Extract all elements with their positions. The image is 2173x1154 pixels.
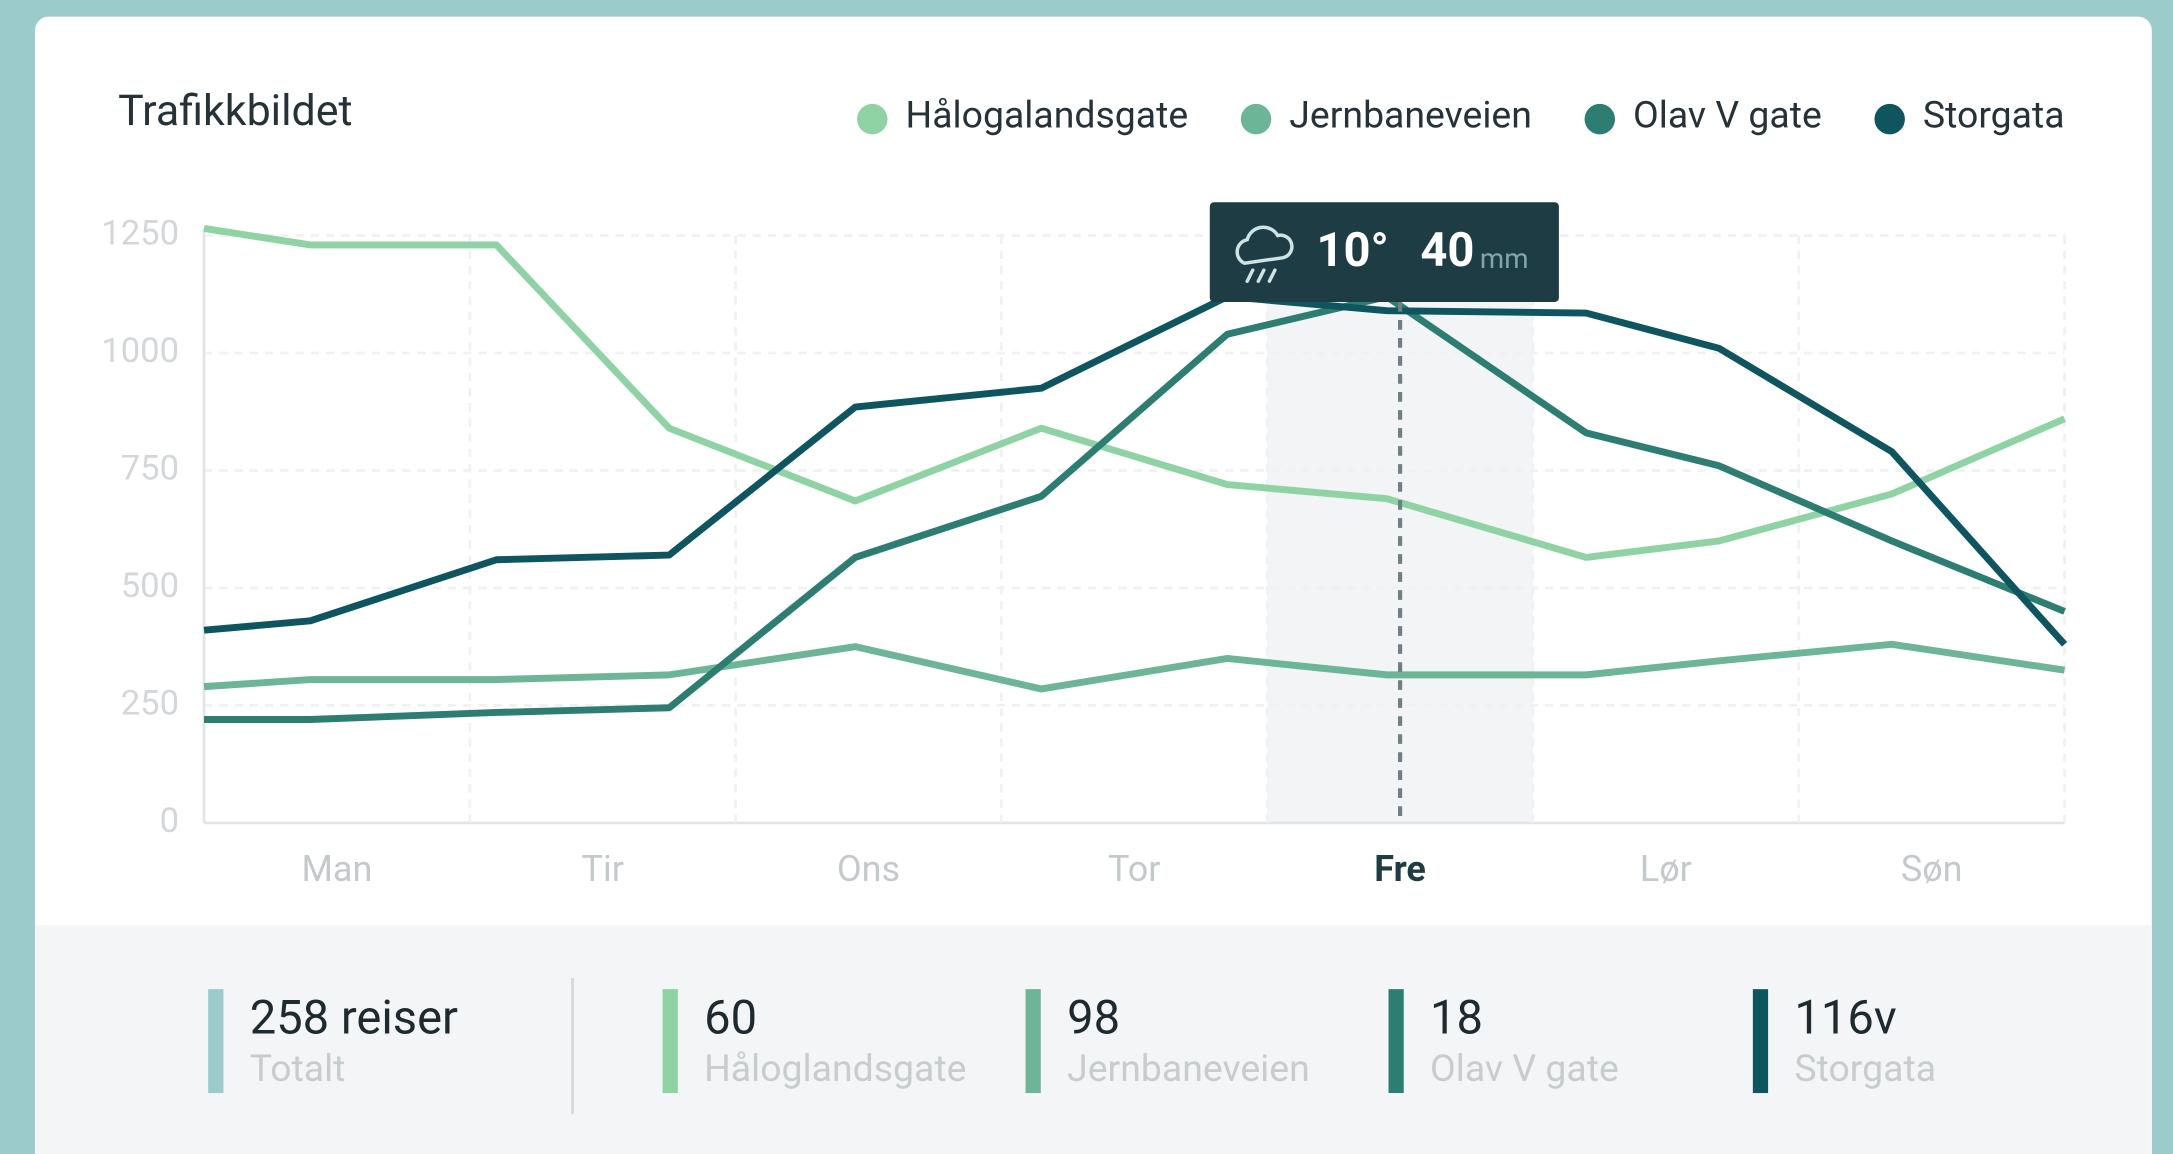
x-tick-label: Tor (1108, 848, 1160, 890)
x-tick-label: Søn (1901, 848, 1963, 890)
y-tick-label: 1250 (101, 214, 179, 254)
summary-value: 18 (1430, 990, 1483, 1045)
series-line (204, 293, 2066, 723)
tooltip-box (1209, 202, 1559, 303)
tooltip: 10° 40 mm (1209, 202, 1559, 303)
legend-swatch (1874, 103, 1905, 135)
x-tick-label: Lør (1640, 848, 1692, 890)
x-tick-label: Fre (1374, 848, 1426, 890)
summary-value: 258 reiser (250, 990, 458, 1045)
y-tick-label: 250 (121, 684, 179, 724)
summary-value: 98 (1067, 990, 1120, 1045)
plot: 0 250 500 750 1000 1250 Man Tir Ons Tor Fre Lør Søn (101, 214, 2068, 890)
summary-bar (1025, 989, 1041, 1094)
summary-panel (35, 925, 2152, 1154)
summary-bar (1388, 989, 1404, 1094)
tooltip-temperature: 10° (1316, 223, 1388, 278)
legend-label: Jernbaneveien (1289, 94, 1532, 138)
legend-swatch (1584, 103, 1616, 135)
legend-swatch (1240, 103, 1272, 135)
y-tick-label: 0 (160, 801, 179, 841)
summary-label: Jernbaneveien (1067, 1047, 1310, 1091)
series-line (203, 640, 2066, 693)
y-tick-label: 500 (121, 566, 179, 606)
summary-bar (1752, 989, 1769, 1094)
summary-label: Olav V gate (1430, 1047, 1619, 1091)
y-tick-label: 1000 (101, 331, 179, 371)
card (35, 16, 2152, 1154)
x-tick-label: Tir (581, 848, 623, 890)
summary-label: Håloglandsgate (704, 1047, 966, 1091)
chart-title: Trafikkbildet (118, 86, 352, 136)
summary-bar (662, 989, 678, 1094)
summary-value: 116v (1794, 990, 1896, 1045)
legend-label: Olav V gate (1633, 94, 1822, 138)
summary-label: Totalt (250, 1047, 346, 1091)
tooltip-unit: mm (1480, 242, 1529, 275)
series-line (203, 293, 2068, 647)
tooltip-rain: 40 (1420, 223, 1474, 278)
series-line (203, 225, 2066, 561)
legend-label: Hålogalandsgate (906, 94, 1189, 138)
y-tick-label: 750 (121, 449, 179, 489)
x-tick-label: Ons (837, 848, 900, 890)
rain-icon (1235, 225, 1294, 283)
x-tick-label: Man (301, 848, 372, 890)
summary-value: 60 (704, 990, 757, 1045)
legend-swatch (857, 103, 888, 135)
legend: Storgata Olav V gate Jernbaneveien Hålogala… (857, 94, 2065, 138)
summary-label: Storgata (1794, 1047, 1936, 1091)
legend-label: Storgata (1923, 94, 2065, 138)
summary-bar (208, 989, 224, 1094)
